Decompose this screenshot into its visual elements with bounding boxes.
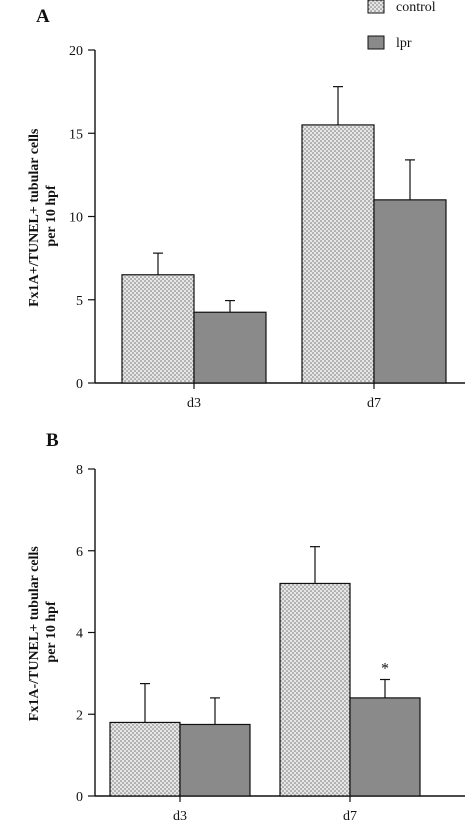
panel-b-plot: 0 2 4 6 8 d3 d7 * [76,463,465,824]
panel-b-significance-marker: * [381,661,389,678]
panel-b-letter: B [46,430,59,451]
legend-control-swatch [367,0,385,14]
panel-a-bar-d3-control [121,274,195,384]
panel-a-x-label-d3: d3 [187,396,201,411]
panel-b-ylabel: Fx1A-/TUNEL+ tubular cells per 10 hpf [27,543,59,721]
panel-a-ylabel: Fx1A+/TUNEL+ tubular cells per 10 hpf [27,125,59,307]
panel-b-y-tick-label-8: 8 [76,463,83,478]
panel-b-x-label-d3: d3 [173,809,187,824]
panel-a-plot: 0 5 10 15 20 d3 d7 [69,44,465,411]
panel-b-y-tick-label-2: 2 [76,708,83,723]
panel-a-bar-d7-control [301,124,375,384]
panel-a-chart: A Fx1A+/TUNEL+ tubular cells per 10 hpf … [27,0,465,411]
panel-a-y-tick-label-10: 10 [69,211,83,226]
panel-b-chart: B Fx1A-/TUNEL+ tubular cells per 10 hpf … [27,430,465,824]
panel-b-bar-d3-control [109,721,181,797]
legend-lpr-swatch [367,35,385,50]
panel-b-ylabel-line-1: Fx1A-/TUNEL+ tubular cells [27,546,42,722]
panel-b-ylabel-line-2: per 10 hpf [44,601,59,663]
panel-a-ylabel-line-1: Fx1A+/TUNEL+ tubular cells [27,128,42,307]
legend-lpr-label: lpr [396,36,412,51]
legend-control-label: control [396,0,436,15]
panel-a-letter: A [36,6,50,27]
panel-b-y-tick-label-4: 4 [76,627,83,642]
panel-a-bar-d7-lpr [373,199,447,384]
panel-b-bar-d7-control [279,582,351,797]
panel-b-y-tick-label-6: 6 [76,545,83,560]
panel-b-bar-d3-lpr [179,723,251,797]
panel-a-y-tick-label-15: 15 [69,127,83,142]
panel-a-x-label-d7: d7 [367,396,381,411]
panel-b-y-tick-label-0: 0 [76,790,83,805]
legend: control lpr [367,0,436,51]
panel-a-y-tick-label-0: 0 [76,377,83,392]
panel-a-y-tick-label-5: 5 [76,294,83,309]
panel-b-x-label-d7: d7 [343,809,357,824]
panel-b-bar-d7-lpr [349,697,421,797]
panel-a-y-tick-label-20: 20 [69,44,83,59]
panel-a-ylabel-line-2: per 10 hpf [44,185,59,247]
panel-a-bar-d3-lpr [193,311,267,384]
